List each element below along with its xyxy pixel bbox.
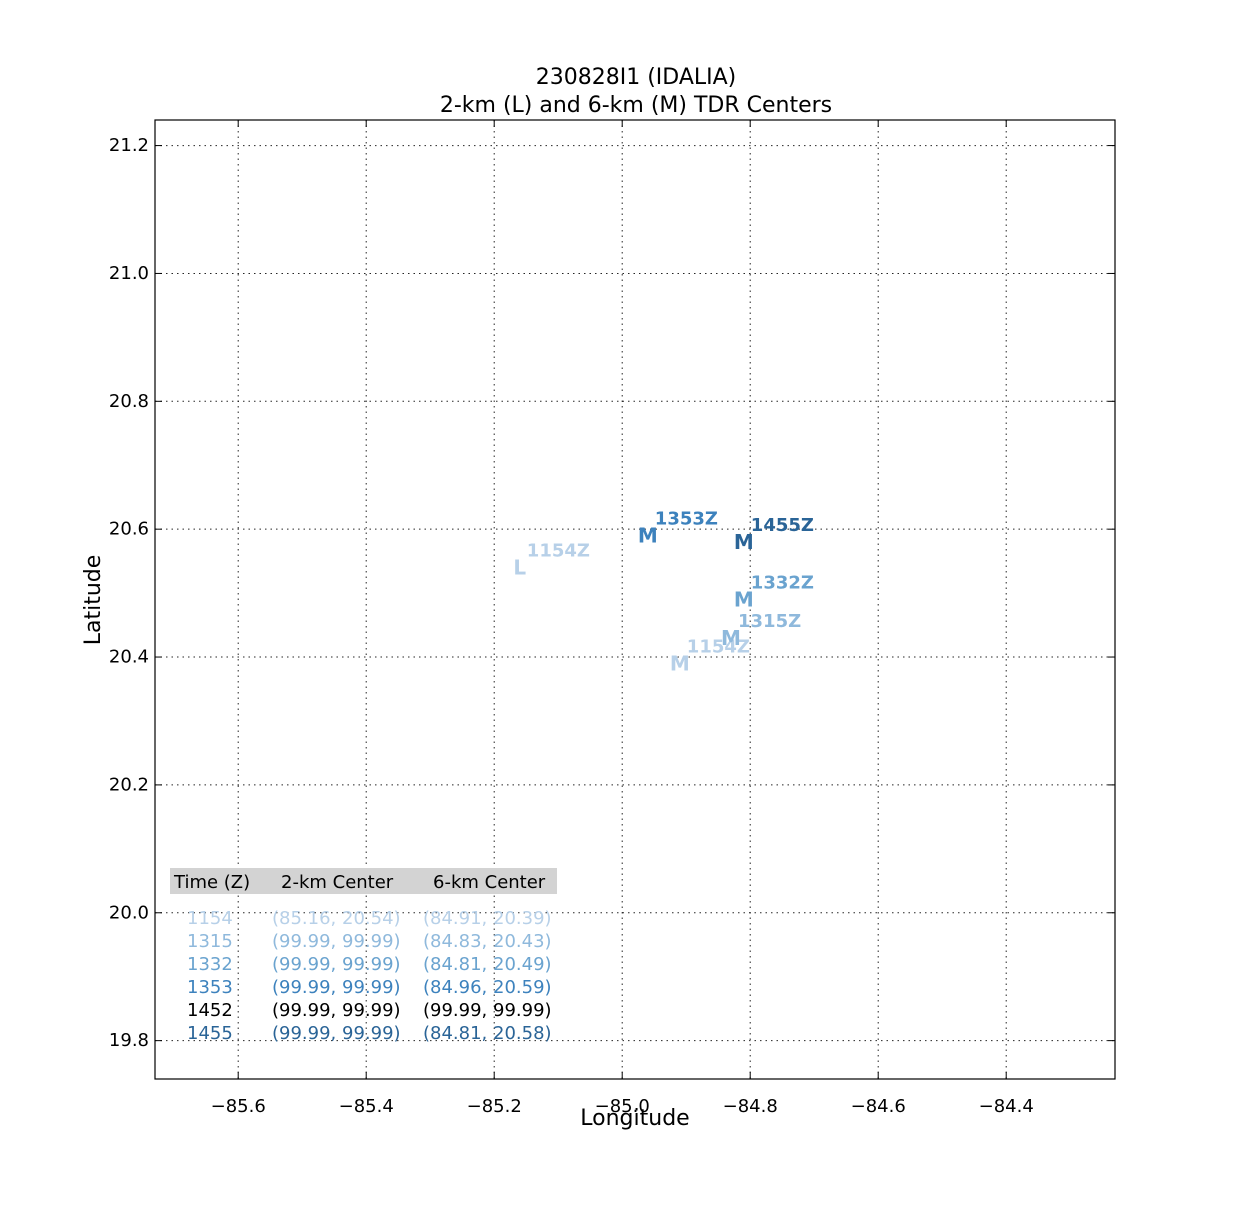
table-cell-2km-center: (99.99, 99.99): [272, 977, 401, 998]
center-time-label: 1455Z: [751, 515, 814, 536]
x-tick-label: −85.4: [339, 1096, 394, 1117]
table-cell-2km-center: (99.99, 99.99): [272, 1000, 401, 1021]
center-time-label: 1353Z: [655, 509, 718, 530]
center-time-label: 1315Z: [738, 611, 801, 632]
y-tick-label: 21.2: [109, 135, 149, 156]
table-cell-6km-center: (84.96, 20.59): [423, 977, 552, 998]
y-tick-label: 20.8: [109, 391, 149, 412]
x-tick-label: −84.8: [723, 1096, 778, 1117]
x-tick-label: −85.2: [467, 1096, 522, 1117]
table-cell-2km-center: (85.16, 20.54): [272, 908, 401, 929]
grid-layer: [155, 120, 1115, 1079]
y-tick-label: 20.0: [109, 902, 149, 923]
y-tick-label: 20.4: [109, 647, 149, 668]
center-marker-6km: M: [734, 530, 754, 554]
table-cell-time: 1353: [187, 977, 233, 998]
table-cell-time: 1332: [187, 954, 233, 975]
center-marker-2km: L: [513, 556, 526, 580]
x-tick-label: −85.0: [595, 1096, 650, 1117]
y-tick-label: 21.0: [109, 263, 149, 284]
chart-title: 230828I1 (IDALIA): [536, 65, 737, 90]
x-tick-label: −84.6: [851, 1096, 906, 1117]
center-marker-6km: M: [670, 651, 690, 675]
center-time-label: 1154Z: [527, 541, 590, 562]
table-cell-time: 1154: [187, 908, 233, 929]
plot-frame: [154, 119, 1116, 1080]
table-cell-2km-center: (99.99, 99.99): [272, 1023, 401, 1044]
table-cell-6km-center: (84.81, 20.49): [423, 954, 552, 975]
table-cell-2km-center: (99.99, 99.99): [272, 954, 401, 975]
ticks-layer: −85.6 −85.4 −85.2 −85.0 −84.8 −84.6 −84.4 19.8 2…: [109, 120, 1115, 1117]
center-marker-6km: M: [721, 626, 741, 650]
table-cell-6km-center: (84.81, 20.58): [423, 1023, 552, 1044]
table-cell-time: 1452: [187, 1000, 233, 1021]
summary-table: Time (Z) 2-km Center 6-km Center 1154 (85.16…: [170, 868, 557, 1044]
table-header-cell: 6-km Center: [433, 872, 546, 893]
y-tick-label: 19.8: [109, 1030, 149, 1051]
center-marker-6km: M: [638, 524, 658, 548]
table-cell-time: 1315: [187, 931, 233, 952]
center-time-label: 1332Z: [751, 573, 814, 594]
x-tick-label: −85.6: [211, 1096, 266, 1117]
table-cell-6km-center: (84.83, 20.43): [423, 931, 552, 952]
chart-subtitle: 2-km (L) and 6-km (M) TDR Centers: [440, 93, 832, 118]
y-tick-label: 20.2: [109, 774, 149, 795]
table-header-cell: 2-km Center: [281, 872, 394, 893]
center-time-label: 1154Z: [687, 636, 750, 657]
x-tick-label: −84.4: [979, 1096, 1034, 1117]
table-cell-time: 1455: [187, 1023, 233, 1044]
center-marker-6km: M: [734, 588, 754, 612]
table-cell-2km-center: (99.99, 99.99): [272, 931, 401, 952]
table-cell-6km-center: (84.91, 20.39): [423, 908, 552, 929]
y-tick-label: 20.6: [109, 519, 149, 540]
table-header-background: [170, 868, 557, 894]
table-header-cell: Time (Z): [173, 872, 250, 893]
y-axis-label: Latitude: [81, 555, 106, 646]
x-axis-label: Longitude: [580, 1106, 689, 1131]
table-cell-6km-center: (99.99, 99.99): [423, 1000, 552, 1021]
